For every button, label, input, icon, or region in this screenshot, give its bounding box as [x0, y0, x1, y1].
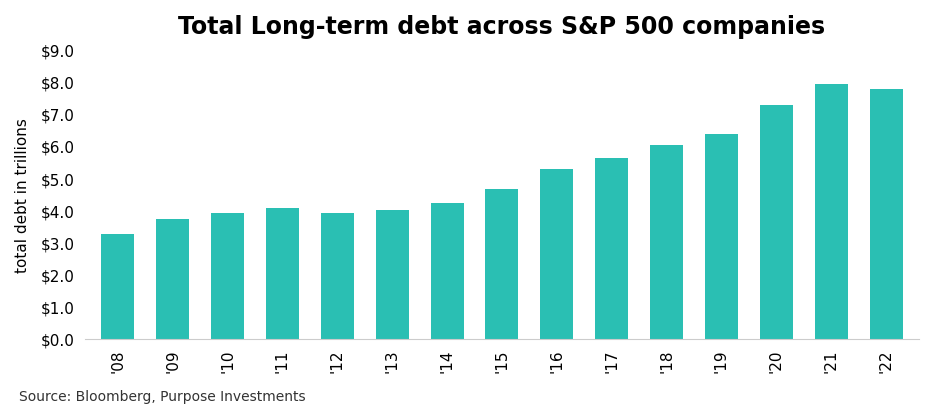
Bar: [705, 134, 738, 339]
Bar: [486, 189, 518, 339]
Bar: [870, 89, 902, 339]
Bar: [760, 105, 793, 339]
Bar: [266, 208, 299, 339]
Bar: [431, 203, 463, 339]
Bar: [375, 210, 408, 339]
Y-axis label: total debt in trillions: total debt in trillions: [15, 118, 30, 273]
Text: Source: Bloomberg, Purpose Investments: Source: Bloomberg, Purpose Investments: [19, 390, 305, 404]
Bar: [650, 145, 683, 339]
Title: Total Long-term debt across S&P 500 companies: Total Long-term debt across S&P 500 comp…: [178, 15, 826, 39]
Bar: [156, 219, 189, 339]
Bar: [101, 234, 134, 339]
Bar: [320, 213, 354, 339]
Bar: [211, 213, 244, 339]
Bar: [814, 84, 848, 339]
Bar: [595, 158, 629, 339]
Bar: [541, 169, 573, 339]
